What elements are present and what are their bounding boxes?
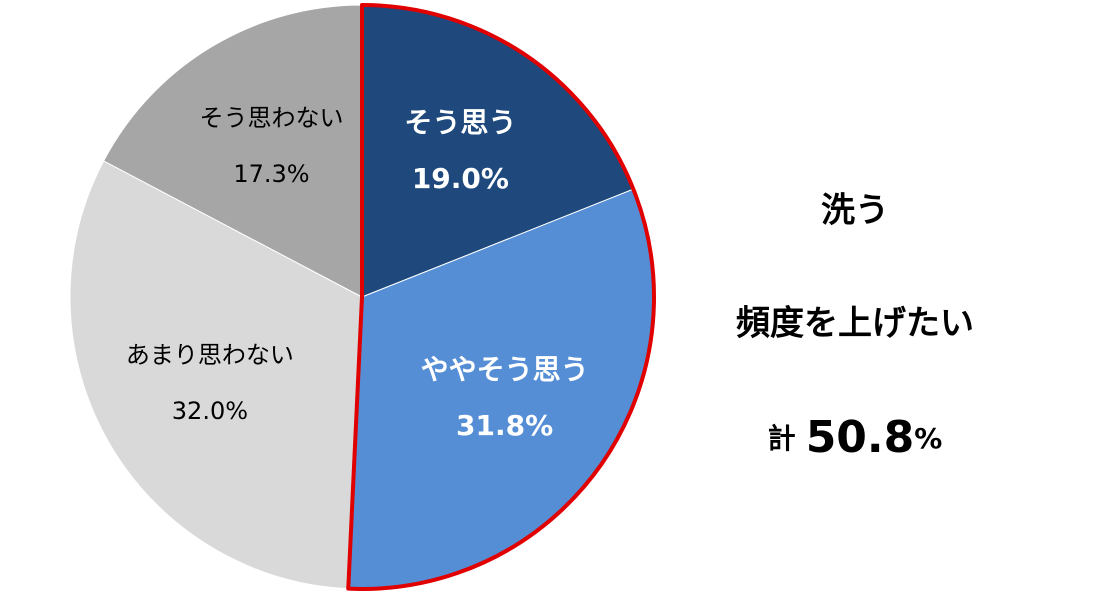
annotation: 洗う 頻度を上げたい 計 50.8%: [736, 191, 974, 464]
pie-slice: [69, 160, 363, 590]
total-prefix: 計: [768, 422, 796, 455]
slice-label: そう思う: [404, 106, 516, 139]
slice-value: 17.3%: [233, 160, 309, 188]
slice-value: 19.0%: [412, 162, 509, 195]
slice-value: 31.8%: [456, 409, 553, 442]
total-unit: %: [914, 422, 942, 455]
slice-label: そう思わない: [199, 104, 343, 132]
annotation-line: 頻度を上げたい: [736, 304, 974, 344]
pie-slice: [102, 4, 363, 298]
total-number: 50.8: [806, 412, 915, 463]
slice-label: あまり思わない: [126, 341, 294, 369]
slice-label: ややそう思う: [421, 353, 589, 386]
slice-value: 32.0%: [172, 397, 248, 425]
highlight-outline: [346, 3, 656, 591]
annotation-line: 洗う: [821, 191, 889, 231]
annotation-total: 計 50.8%: [768, 412, 943, 463]
